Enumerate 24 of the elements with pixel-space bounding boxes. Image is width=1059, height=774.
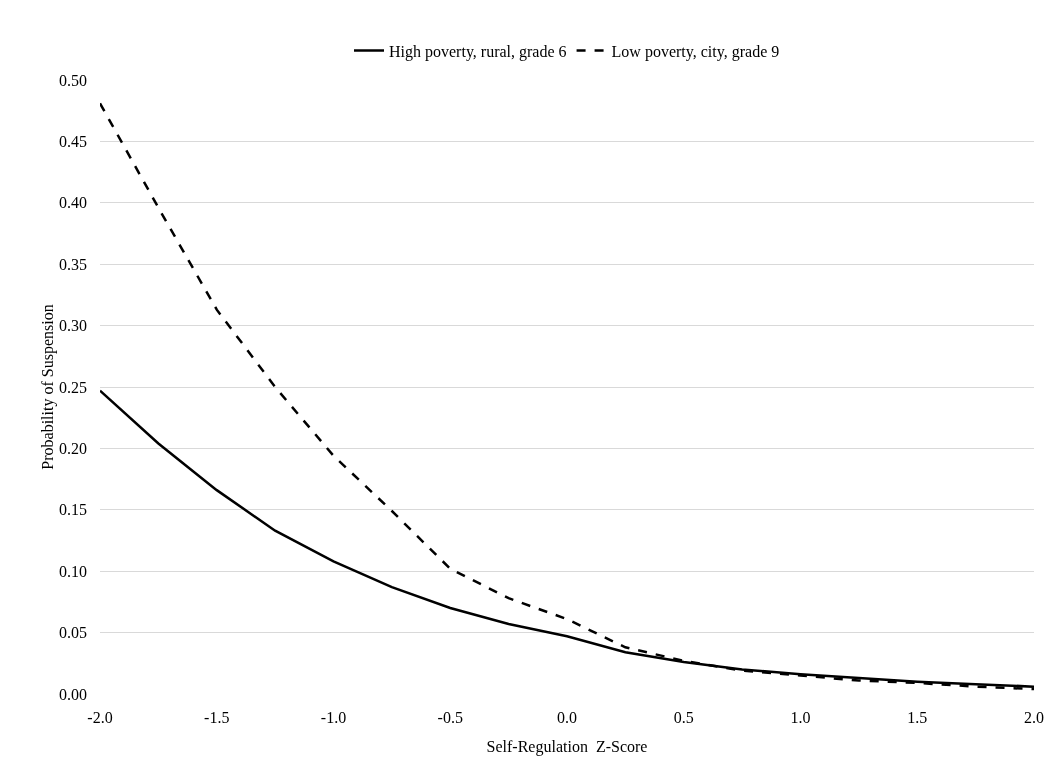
y-axis-title: Probability of Suspension: [39, 304, 57, 470]
x-tick-label: -1.0: [320, 709, 347, 726]
y-tick-label: 0.25: [59, 378, 87, 396]
legend-label: Low poverty, city, grade 9: [611, 42, 780, 61]
y-tick-label: 0.15: [59, 501, 87, 519]
x-tick-label: -2.0: [87, 709, 113, 726]
y-tick-label: 0.45: [59, 133, 87, 150]
y-tick-label: 0.30: [59, 317, 87, 335]
y-tick-label: 0.20: [59, 440, 87, 457]
y-tick-label: 0.00: [59, 685, 87, 703]
x-tick-label: -1.5: [204, 709, 230, 726]
x-tick-label: 1.5: [907, 709, 928, 726]
y-tick-label: 0.50: [59, 71, 87, 89]
y-tick-label: 0.10: [59, 562, 87, 580]
y-tick-label: 0.35: [59, 255, 87, 273]
x-tick-label: 2.0: [1024, 709, 1044, 726]
y-tick-label: 0.40: [59, 194, 87, 212]
legend-label: High poverty, rural, grade 6: [389, 42, 567, 61]
x-tick-label: -0.5: [437, 709, 463, 726]
x-tick-label: 1.0: [790, 709, 811, 726]
x-tick-label: 0.0: [557, 709, 577, 726]
y-tick-label: 0.05: [59, 624, 87, 642]
x-tick-label: 0.5: [673, 709, 694, 726]
x-axis-title: Self-Regulation Z-Score: [486, 738, 648, 756]
